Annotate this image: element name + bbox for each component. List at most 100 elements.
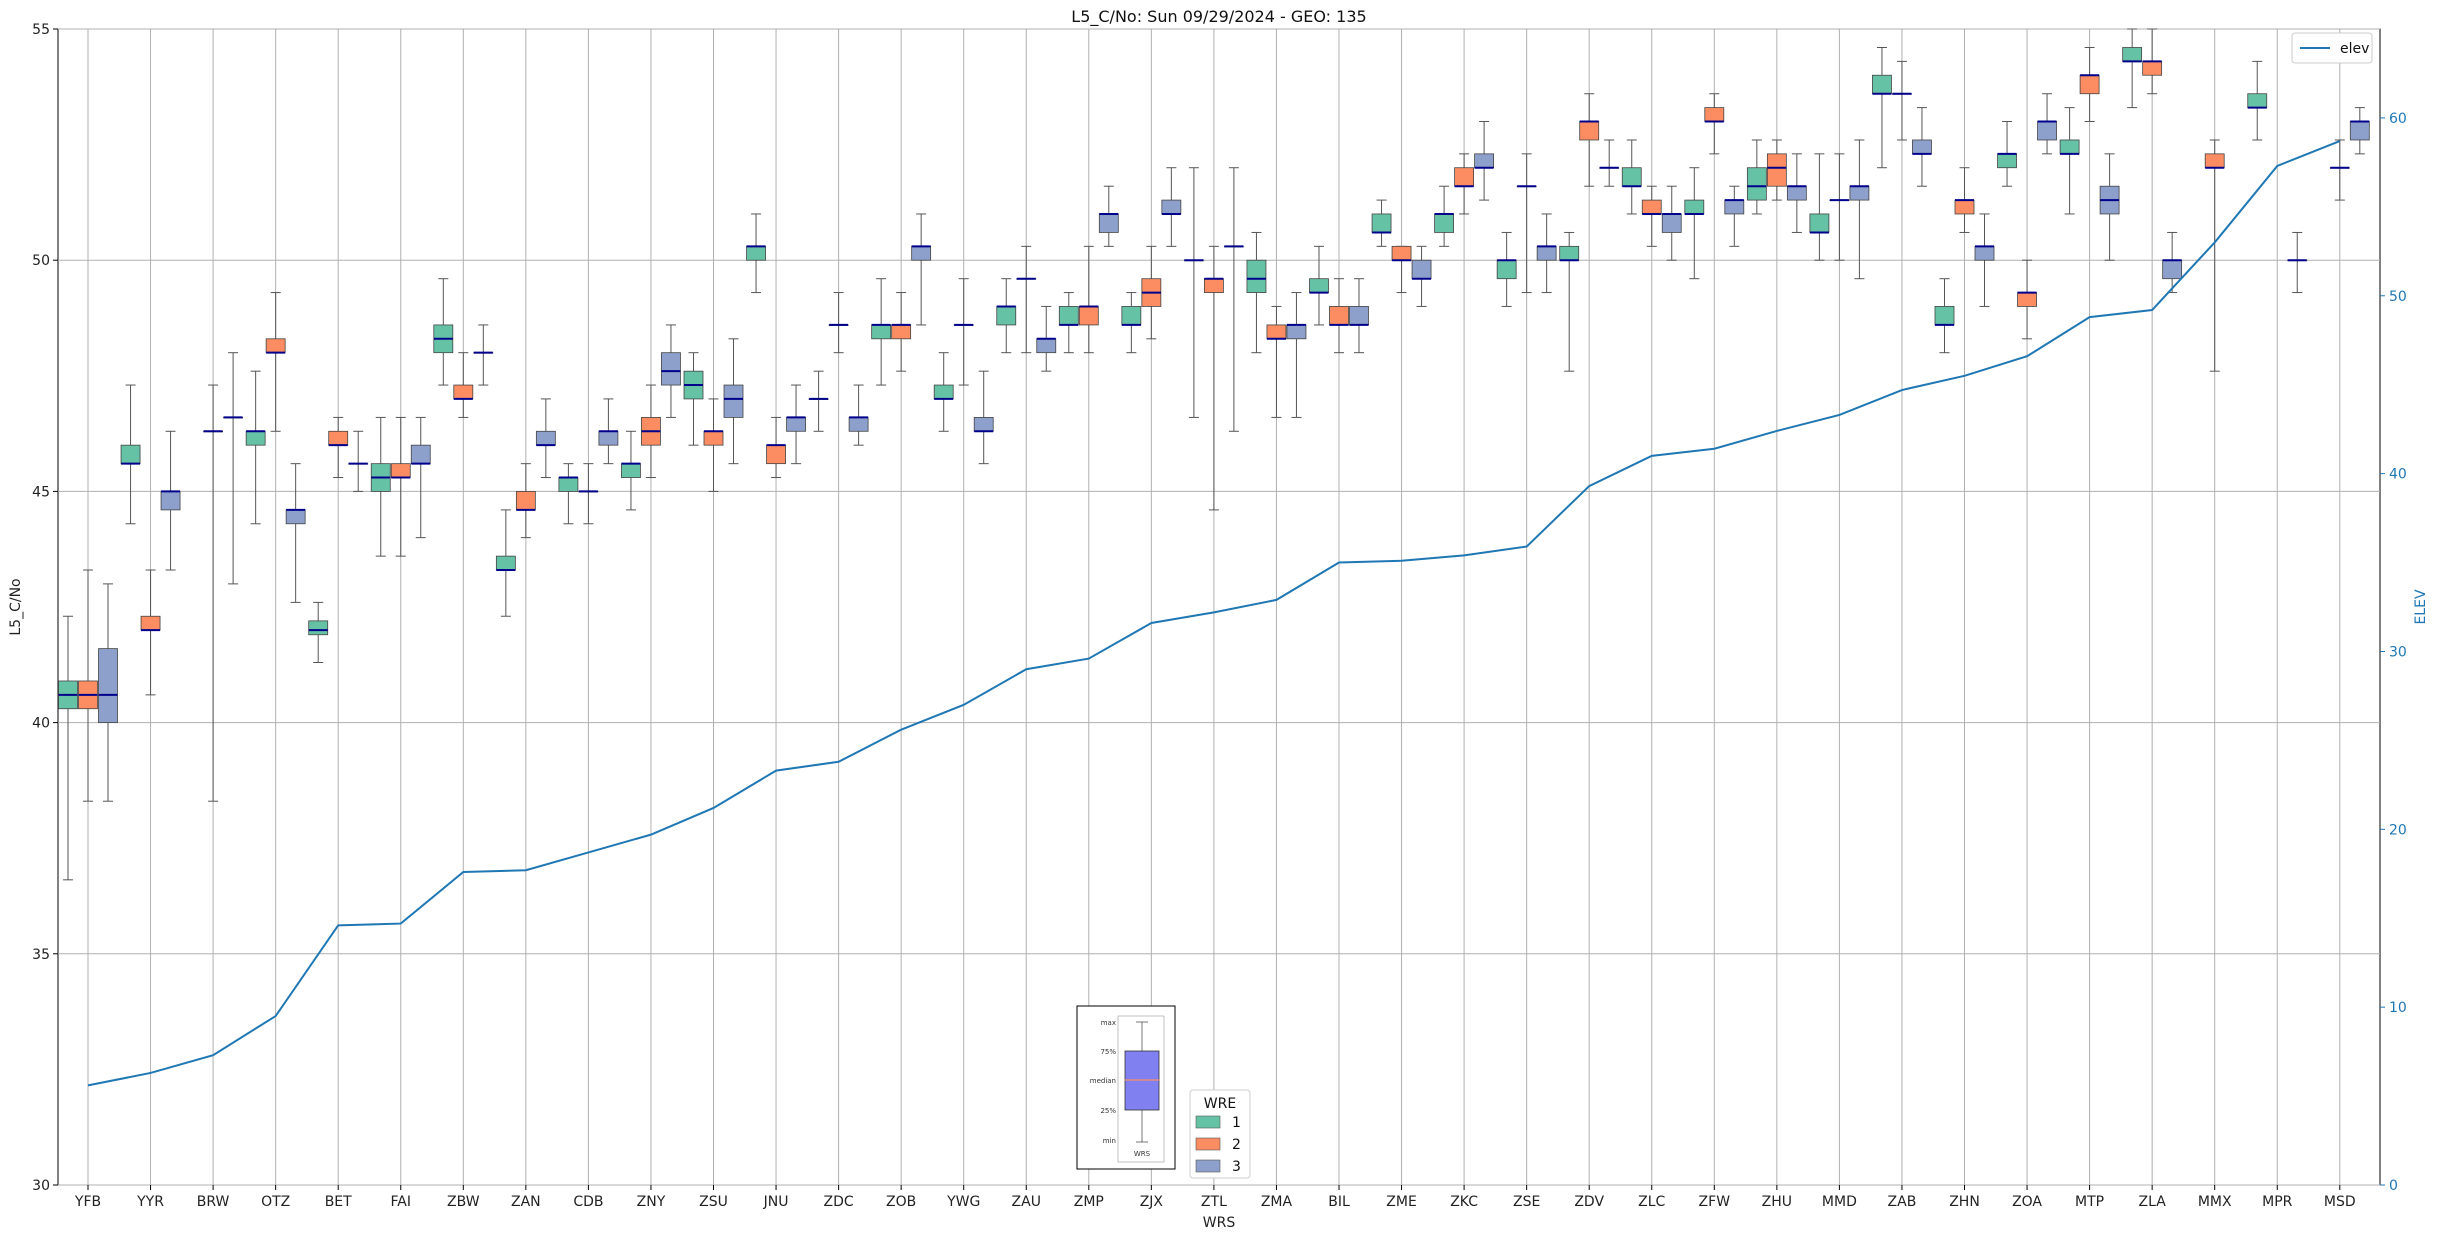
box-wre2-zhn [1954,167,1975,233]
wre-legend-label-3: 3 [1232,1159,1241,1175]
iqr-box [2017,292,2037,307]
iqr-box [2079,74,2100,95]
iqr-box [1454,167,1474,187]
iqr-box [661,352,681,386]
iqr-box [1997,153,2017,169]
box-wre2-zhu [1766,139,1787,201]
iqr-box [2122,47,2143,62]
box-wre1-zan [495,509,516,617]
iqr-box [766,444,786,465]
wre-legend-label-1: 1 [1232,1115,1241,1131]
box-wre2-zan [515,463,536,539]
x-tick-label-ywg: YWG [946,1194,980,1210]
box-wre3-zny [661,324,681,418]
box-wre1-zse [1496,231,1517,307]
iqr-box [1058,306,1079,326]
x-tick-label-zjx: ZJX [1140,1194,1164,1210]
box-wre1-zjx [1121,292,1142,354]
box-wre1-zoa [1997,120,2017,187]
iqr-box [1974,245,1995,261]
box-wre3-zdc [848,384,869,446]
iqr-box [1474,153,1494,169]
box-wre1-fai [370,416,391,557]
x-tick-label-zlc: ZLC [1638,1194,1665,1210]
box-wre3-ywg [973,370,994,465]
y-tick-label: 55 [32,22,50,38]
elev-line [87,140,2341,1087]
box-wre3-zab [1912,107,1932,187]
plot-frame [57,28,2381,1186]
iqr-box [1704,107,1725,122]
boxes [58,28,2370,881]
box-wre3-fai [410,416,431,539]
box-wre3-zob [911,213,932,326]
box-wre1-zme [1371,199,1392,247]
x-tick-label-zkc: ZKC [1450,1194,1478,1210]
box-wre2-ywg [953,278,974,386]
box-wre1-zbw [433,278,454,386]
box-wre3-jnu [786,384,806,465]
iqr-box [1954,199,1975,215]
iqr-box [160,490,181,511]
box-wre2-yyr [140,569,161,696]
box-wre3-zdv [1599,139,1620,187]
iqr-box [1641,199,1662,215]
box-wre1-zmp [1058,292,1079,354]
iqr-box [410,444,431,465]
y-axis-label: L5_C/No [8,578,24,635]
box-wre2-zfw [1704,93,1725,155]
iqr-box [1934,306,1955,326]
box-wre1-mmd [1809,153,1830,261]
x-tick-label-zme: ZME [1386,1194,1417,1210]
iqr-box [1536,245,1557,261]
left-axis: 30 35 40 45 50 55 [32,22,58,1194]
box-wre1-jnu [746,213,766,294]
iqr-box [996,306,1017,326]
iqr-box [390,463,411,478]
iqr-box [245,430,266,446]
y2-tick-label: 40 [2389,467,2407,483]
x-tick-label-zma: ZMA [1261,1194,1293,1210]
box-wre2-zdc [828,292,849,354]
elev-legend-label: elev [2340,41,2369,57]
iqr-box [1766,153,1787,187]
y2-tick-label: 20 [2389,822,2407,838]
box-wre2-zse [1516,153,1537,294]
y2-tick-label: 10 [2389,1000,2407,1016]
box-wre2-zme [1391,245,1412,294]
box-wre2-otz [265,292,286,432]
wre-legend-swatch-1 [1195,1115,1221,1129]
box-wre3-zma [1286,292,1307,418]
box-wre2-mtp [2079,46,2100,122]
iqr-box [1849,185,1870,201]
wre-legend-label-2: 2 [1232,1137,1241,1153]
iqr-box [1266,324,1287,340]
elev-line-group [87,140,2341,1087]
box-wre2-zjx [1141,245,1162,340]
x-tick-label-mmx: MMX [2198,1194,2232,1210]
inset-label-max: max [1101,1019,1116,1027]
iqr-box [1309,278,1329,293]
iqr-box [621,463,641,478]
box-wre2-zlc [1641,185,1662,247]
box-wre2-msd [2329,139,2350,201]
iqr-box [495,555,516,571]
box-wre2-zoa [2017,259,2037,340]
box-wre3-mpr [2287,231,2308,294]
box-wre2-zny [641,384,661,479]
box-wre3-zhn [1974,213,1995,307]
box-wre1-zdc [808,370,829,432]
x-tick-label-zsu: ZSU [699,1194,728,1210]
x-tick-label-zdv: ZDV [1574,1194,1604,1210]
box-wre2-yfb [78,569,98,802]
box-wre1-zau [996,278,1017,354]
x-tick-label-mtp: MTP [2075,1194,2104,1210]
x-tick-label-mpr: MPR [2262,1194,2293,1210]
box-wre2-bet [328,416,349,479]
iqr-box [98,648,118,724]
grid [58,28,2380,1186]
iqr-box [746,245,766,261]
iqr-box [140,615,161,631]
box-wre1-zhn [1934,278,1955,354]
box-wre1-bil [1309,245,1329,326]
